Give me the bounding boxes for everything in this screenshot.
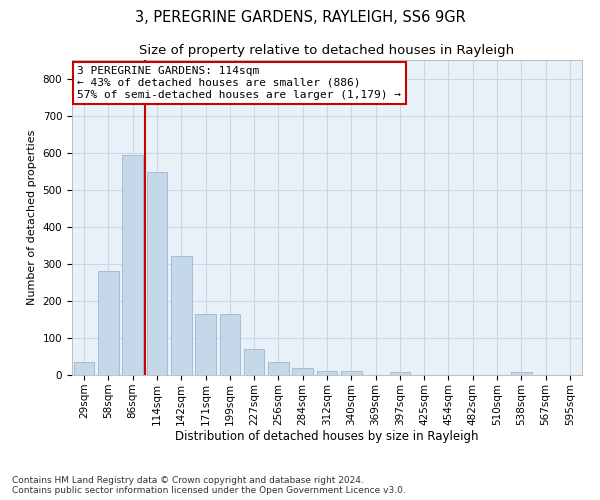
Title: Size of property relative to detached houses in Rayleigh: Size of property relative to detached ho… — [139, 44, 515, 58]
Bar — [122, 154, 143, 375]
Bar — [220, 314, 240, 375]
Bar — [244, 349, 265, 375]
Text: Contains HM Land Registry data © Crown copyright and database right 2024.
Contai: Contains HM Land Registry data © Crown c… — [12, 476, 406, 495]
Bar — [74, 362, 94, 375]
Bar — [268, 362, 289, 375]
Bar — [511, 372, 532, 375]
Bar — [195, 314, 216, 375]
Bar — [317, 372, 337, 375]
Text: 3 PEREGRINE GARDENS: 114sqm
← 43% of detached houses are smaller (886)
57% of se: 3 PEREGRINE GARDENS: 114sqm ← 43% of det… — [77, 66, 401, 100]
Bar — [389, 372, 410, 375]
Bar — [292, 368, 313, 375]
Bar — [146, 172, 167, 375]
Y-axis label: Number of detached properties: Number of detached properties — [27, 130, 37, 305]
X-axis label: Distribution of detached houses by size in Rayleigh: Distribution of detached houses by size … — [175, 430, 479, 444]
Bar — [171, 256, 191, 375]
Bar — [341, 372, 362, 375]
Bar — [98, 271, 119, 375]
Text: 3, PEREGRINE GARDENS, RAYLEIGH, SS6 9GR: 3, PEREGRINE GARDENS, RAYLEIGH, SS6 9GR — [134, 10, 466, 25]
